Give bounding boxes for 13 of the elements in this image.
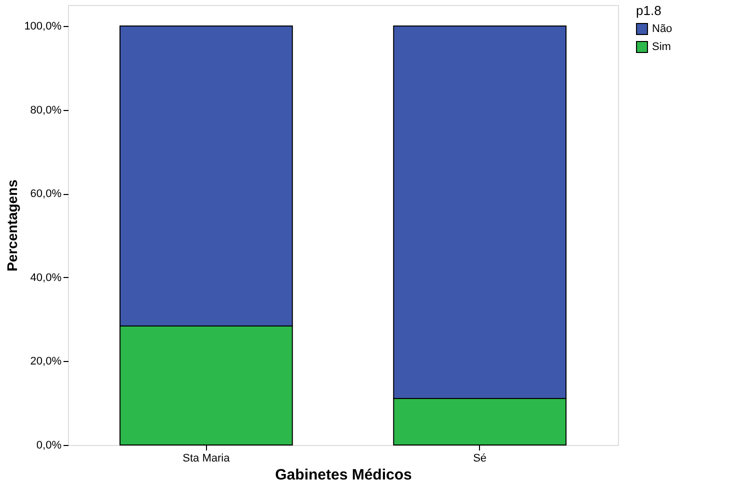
- legend-label: Sim: [652, 41, 671, 53]
- y-tick-label: 0,0%: [36, 440, 62, 452]
- y-tick-label: 80,0%: [30, 104, 62, 116]
- x-tick-label: Sta Maria: [182, 452, 231, 464]
- y-tick-label: 100,0%: [24, 20, 62, 32]
- y-tick-label: 20,0%: [30, 356, 62, 368]
- y-tick-label: 40,0%: [30, 272, 62, 284]
- y-axis-title: Percentagens: [4, 179, 20, 272]
- y-tick-label: 60,0%: [30, 188, 62, 200]
- x-tick-label: Sé: [473, 452, 487, 464]
- legend-title: p1.8: [636, 3, 662, 18]
- legend-label: Não: [652, 23, 672, 35]
- x-axis-title: Gabinetes Médicos: [275, 466, 412, 484]
